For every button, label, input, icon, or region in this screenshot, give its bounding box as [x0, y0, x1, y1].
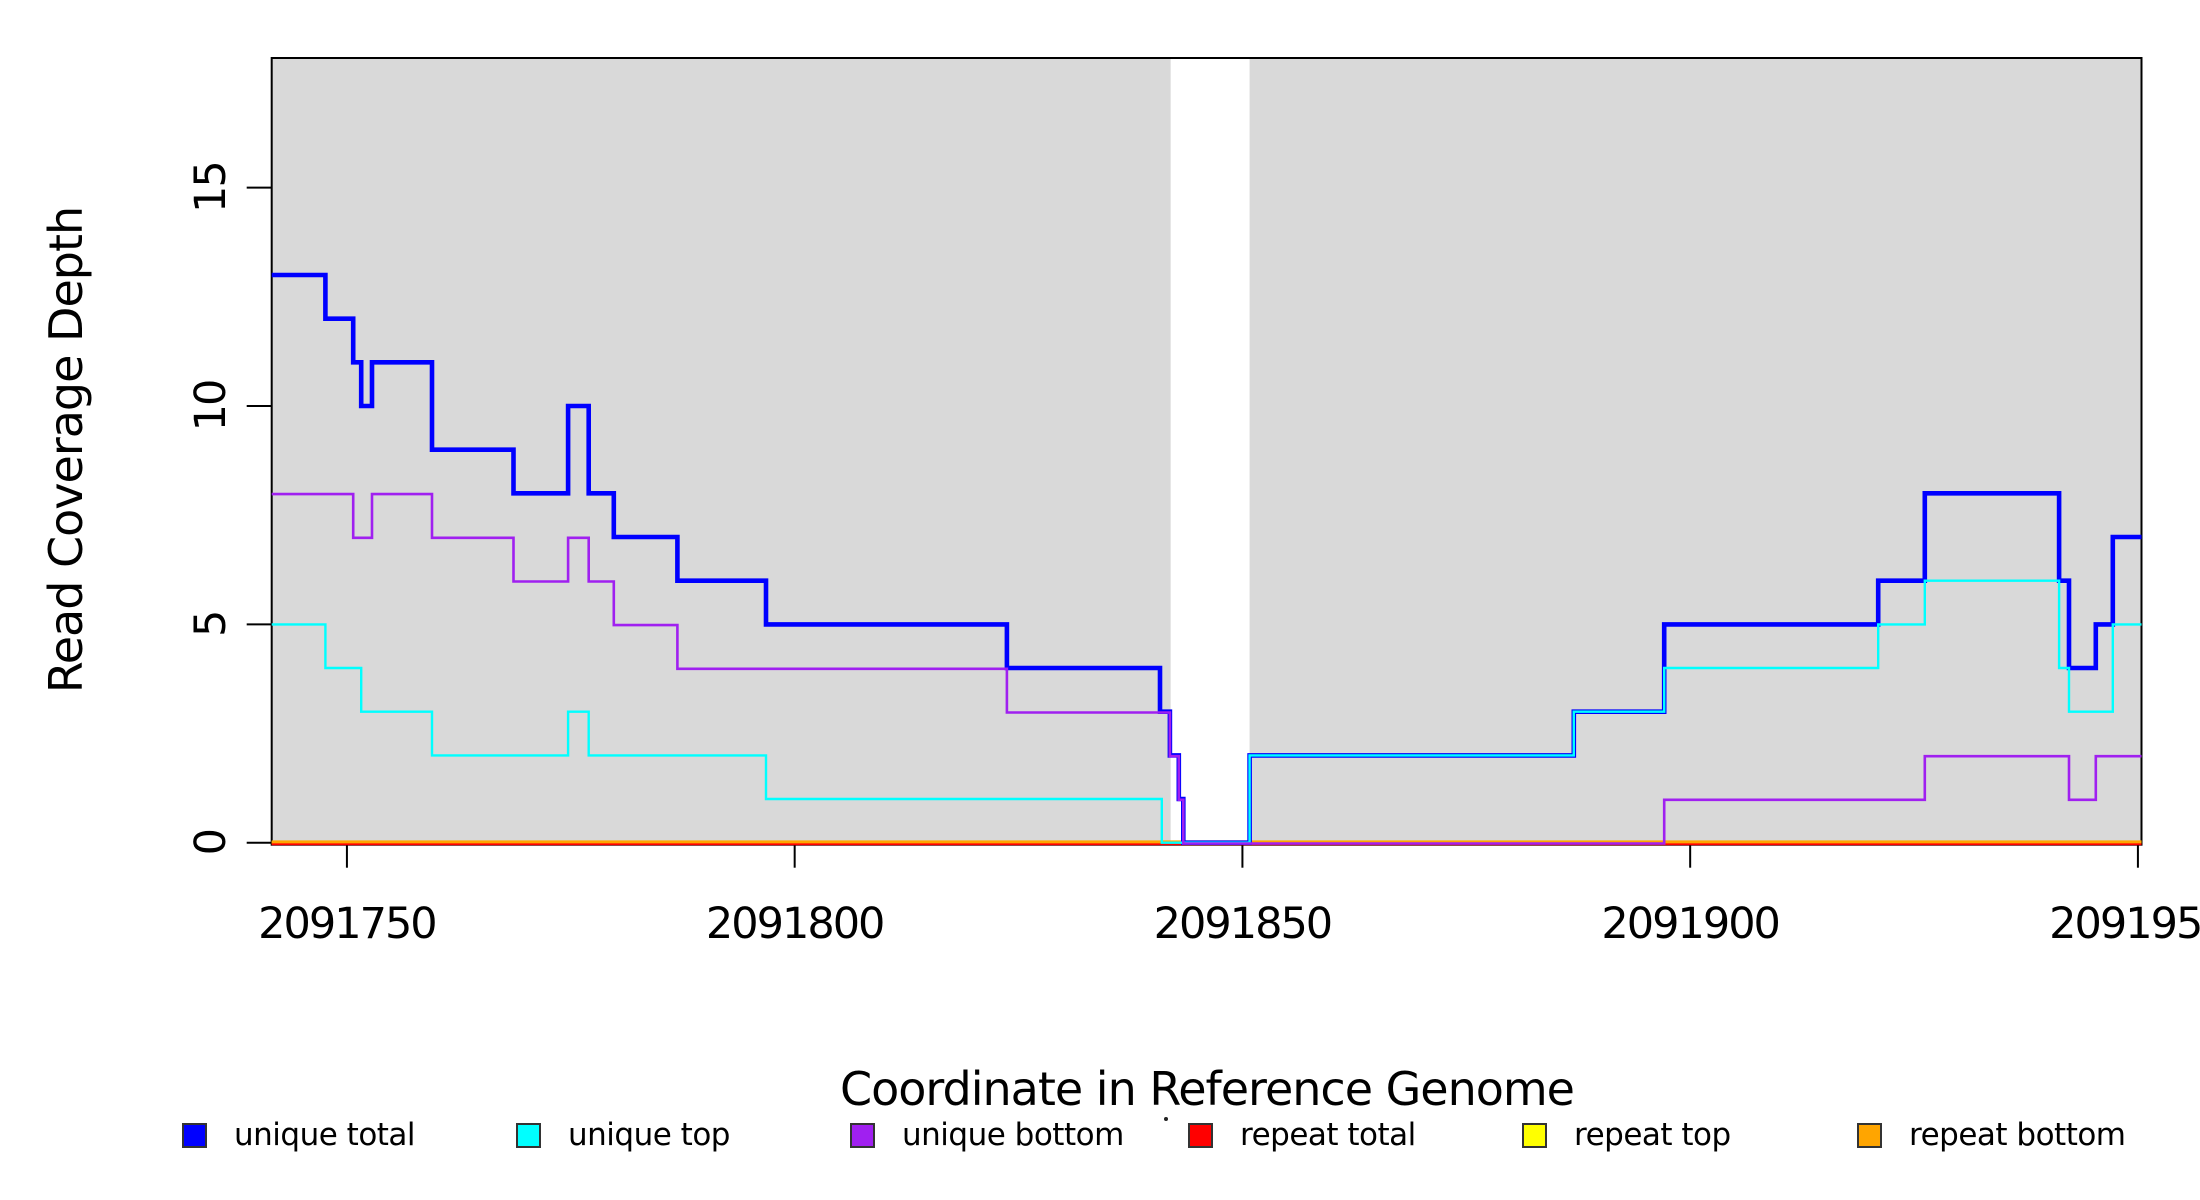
y-tick-label: 0 [186, 830, 236, 855]
legend-label: unique bottom [902, 1117, 1124, 1153]
unique-bottom-swatch-icon [850, 1122, 875, 1148]
plot-bg-gap [1170, 58, 1250, 845]
legend-item: repeat top [1522, 1117, 1731, 1153]
legend-item: unique total [182, 1117, 416, 1153]
plot-bg-right [1249, 58, 2142, 845]
x-tick-label: 2091850 [1154, 899, 1332, 949]
legend-item: unique top [516, 1117, 730, 1153]
y-tick-label: 5 [186, 612, 236, 637]
series-unique-bottom [271, 492, 2142, 845]
repeat-bottom-swatch-icon [1857, 1122, 1882, 1148]
series-unique-top [271, 579, 2142, 844]
legend-label: repeat top [1574, 1117, 1731, 1153]
unique-total-swatch-icon [182, 1122, 207, 1148]
legend-item: unique bottom [850, 1117, 1124, 1153]
legend-label: unique total [234, 1117, 416, 1153]
repeat-total-swatch-icon [1188, 1122, 1213, 1148]
x-axis-title: Coordinate in Reference Genome [840, 1062, 1575, 1116]
legend-item: repeat total [1188, 1117, 1416, 1153]
legend-item: repeat bottom [1857, 1117, 2126, 1153]
series-unique-total [271, 272, 2142, 845]
y-tick-label: 10 [186, 381, 236, 432]
x-tick-label: 2091800 [706, 899, 884, 949]
repeat-top-swatch-icon [1522, 1122, 1547, 1148]
y-axis-title: Read Coverage Depth [39, 206, 93, 694]
x-tick-label: 2091900 [1601, 899, 1779, 949]
legend-label: unique top [568, 1117, 730, 1153]
legend-label: repeat bottom [1909, 1117, 2126, 1153]
x-tick-label: 2091750 [258, 899, 436, 949]
plot-bg-left [271, 58, 1171, 845]
legend-label: repeat total [1240, 1117, 1416, 1153]
stray-dot [1164, 1117, 1168, 1121]
y-tick-label: 15 [186, 162, 236, 213]
unique-top-swatch-icon [516, 1122, 541, 1148]
